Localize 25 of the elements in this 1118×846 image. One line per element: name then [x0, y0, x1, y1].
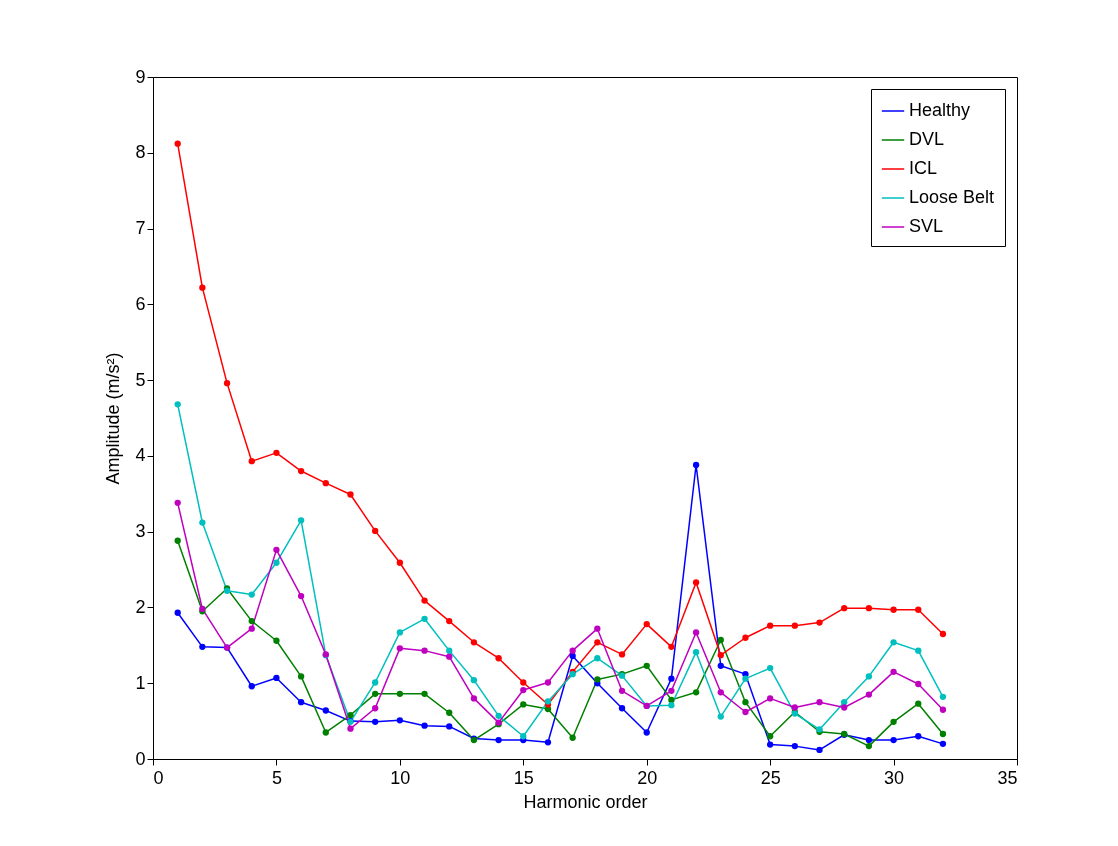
y-tick-label: 8	[135, 142, 146, 163]
y-tick-label: 0	[135, 748, 146, 769]
x-axis-title: Harmonic order	[523, 791, 648, 812]
x-tick-label: 35	[997, 767, 1018, 788]
x-tick-label: 30	[884, 767, 905, 788]
x-tick-label: 5	[271, 767, 282, 788]
legend-label: SVL	[909, 216, 944, 236]
x-tick-label: 0	[153, 767, 164, 788]
y-tick-label: 2	[135, 596, 146, 617]
y-tick-label: 9	[135, 66, 146, 87]
x-tick-label: 20	[637, 767, 658, 788]
y-tick-label: 6	[135, 293, 146, 314]
x-tick-label: 10	[390, 767, 411, 788]
legend-label: Loose Belt	[909, 187, 995, 207]
y-tick-label: 1	[135, 672, 146, 693]
y-tick-label: 5	[135, 369, 146, 390]
legend-label: ICL	[909, 158, 938, 178]
y-axis-title: Amplitude (m/s²)	[103, 352, 124, 485]
legend-label: DVL	[909, 129, 945, 149]
y-tick-label: 3	[135, 521, 146, 542]
x-tick-label: 25	[760, 767, 781, 788]
y-tick-label: 7	[135, 218, 146, 239]
x-tick-label: 15	[513, 767, 534, 788]
legend-label: Healthy	[909, 100, 971, 120]
y-tick-label: 4	[135, 445, 146, 466]
